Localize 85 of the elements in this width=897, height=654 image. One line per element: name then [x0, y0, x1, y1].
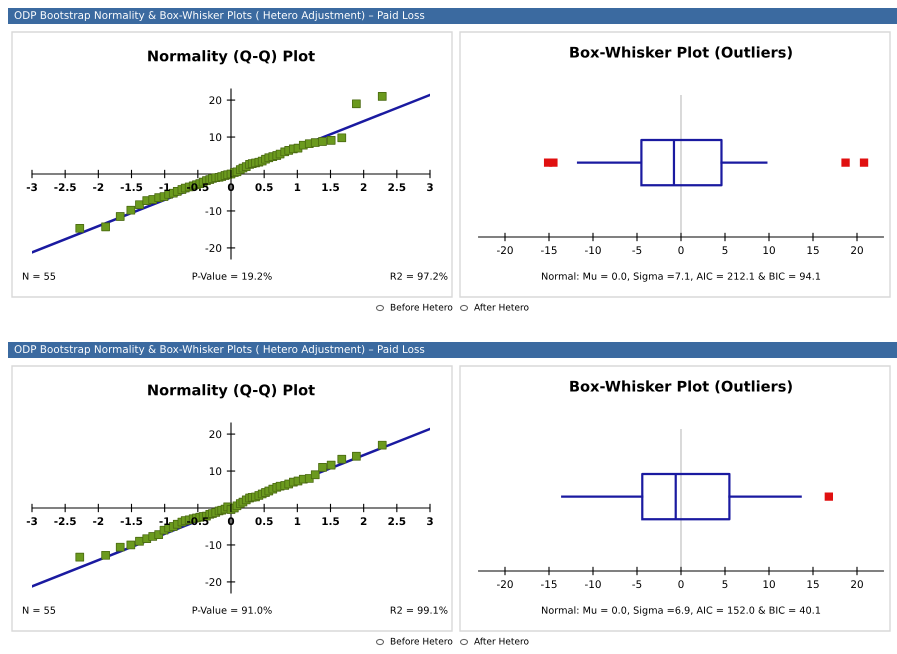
point: [337, 133, 346, 142]
point: [318, 137, 327, 146]
text: Normal: Mu = 0.0, Sigma =6.9, AIC = 152.0 & BIC = 40.1: [542, 606, 820, 616]
point: [75, 552, 84, 562]
point: [310, 470, 320, 480]
x-tick-label: -1: [159, 183, 170, 191]
text: Before Hetero: [390, 638, 452, 645]
x-tick-label: 5: [722, 246, 728, 254]
x-tick-label: -2.5: [54, 517, 76, 526]
x-tick-label: 15: [808, 580, 819, 588]
x-tick-label: -10: [585, 580, 601, 588]
point: [101, 550, 110, 560]
y-tick-label: 10: [210, 467, 222, 476]
text: P-Value = 19.2%: [192, 272, 272, 280]
point: [352, 99, 361, 108]
y-tick-label: 20: [209, 96, 222, 104]
y-tick-label: -10: [205, 541, 222, 550]
x-tick-label: 0: [678, 246, 684, 254]
text: P-Value = 91.0%: [192, 606, 272, 614]
x-tick-label: -15: [541, 246, 557, 254]
x-tick-label: -3: [26, 183, 37, 192]
x-tick-label: 1: [294, 183, 300, 191]
text: N = 55: [22, 272, 56, 280]
y-tick-label: 20: [209, 430, 222, 438]
y-tick-label: 10: [210, 133, 222, 142]
x-tick-label: -2: [93, 183, 104, 191]
text: ODP Bootstrap Normality & Box-Whisker Plots ( Hetero Adjustment) – Paid Loss: [14, 10, 424, 22]
point: [326, 136, 336, 145]
x-tick-label: -15: [541, 580, 557, 588]
chart-title: Normality (Q-Q) Plot: [148, 384, 315, 398]
text: R2 = 97.2%: [390, 272, 448, 280]
x-tick-label: -2.5: [54, 183, 76, 192]
point: [116, 212, 125, 221]
x-tick-label: 20: [851, 246, 863, 254]
point: [116, 542, 125, 552]
point: [337, 454, 346, 464]
x-tick-label: 3: [427, 517, 433, 526]
text: Normal: Mu = 0.0, Sigma =7.1, AIC = 212.1 & BIC = 94.1: [542, 272, 820, 282]
x-tick-label: 10: [764, 580, 775, 588]
point: [318, 463, 327, 472]
x-tick-label: 15: [808, 246, 819, 254]
text: Before Hetero: [390, 304, 452, 311]
x-tick-label: 0.5: [255, 517, 273, 526]
x-tick-label: 2: [360, 517, 366, 525]
text: After Hetero: [474, 304, 529, 311]
x-tick-label: -20: [497, 246, 513, 254]
x-tick-label: 2.5: [388, 183, 406, 192]
point: [326, 460, 336, 470]
x-tick-label: -5: [632, 246, 642, 254]
x-tick-label: 0.5: [255, 183, 273, 192]
x-tick-label: 20: [851, 580, 863, 588]
point: [135, 536, 144, 546]
chart-title: Normality (Q-Q) Plot: [148, 50, 315, 64]
x-tick-label: 1.5: [322, 183, 339, 192]
x-tick-label: 1.5: [322, 517, 339, 526]
x-tick-label: 2.5: [388, 517, 406, 526]
point: [378, 92, 387, 101]
x-tick-label: -2: [93, 517, 104, 525]
x-tick-label: -1: [159, 517, 170, 525]
point: [352, 452, 361, 461]
text: After Hetero: [474, 638, 529, 645]
x-tick-label: -1.5: [120, 517, 142, 526]
x-tick-label: 2: [360, 183, 366, 191]
chart-title: Box-Whisker Plot (Outliers): [570, 46, 792, 60]
y-tick-label: -10: [205, 207, 222, 216]
x-tick-label: -3: [26, 517, 37, 526]
x-tick-label: -1.5: [120, 183, 142, 192]
point: [378, 440, 387, 450]
x-tick-label: 10: [764, 246, 775, 254]
text: ODP Bootstrap Normality & Box-Whisker Plots ( Hetero Adjustment) – Paid Loss: [14, 344, 424, 356]
text: R2 = 99.1%: [390, 606, 448, 614]
text: N = 55: [22, 606, 56, 614]
x-tick-label: -20: [497, 580, 513, 588]
x-tick-label: 0: [678, 580, 684, 588]
x-tick-label: 5: [722, 580, 728, 588]
point: [126, 540, 136, 550]
point: [135, 200, 144, 210]
x-tick-label: 1: [294, 517, 300, 525]
point: [101, 222, 110, 232]
chart-title: Box-Whisker Plot (Outliers): [570, 380, 792, 394]
point: [75, 224, 84, 233]
x-tick-label: -5: [632, 580, 642, 588]
x-tick-label: -10: [585, 246, 601, 254]
point: [126, 206, 136, 215]
x-tick-label: 3: [427, 183, 433, 192]
